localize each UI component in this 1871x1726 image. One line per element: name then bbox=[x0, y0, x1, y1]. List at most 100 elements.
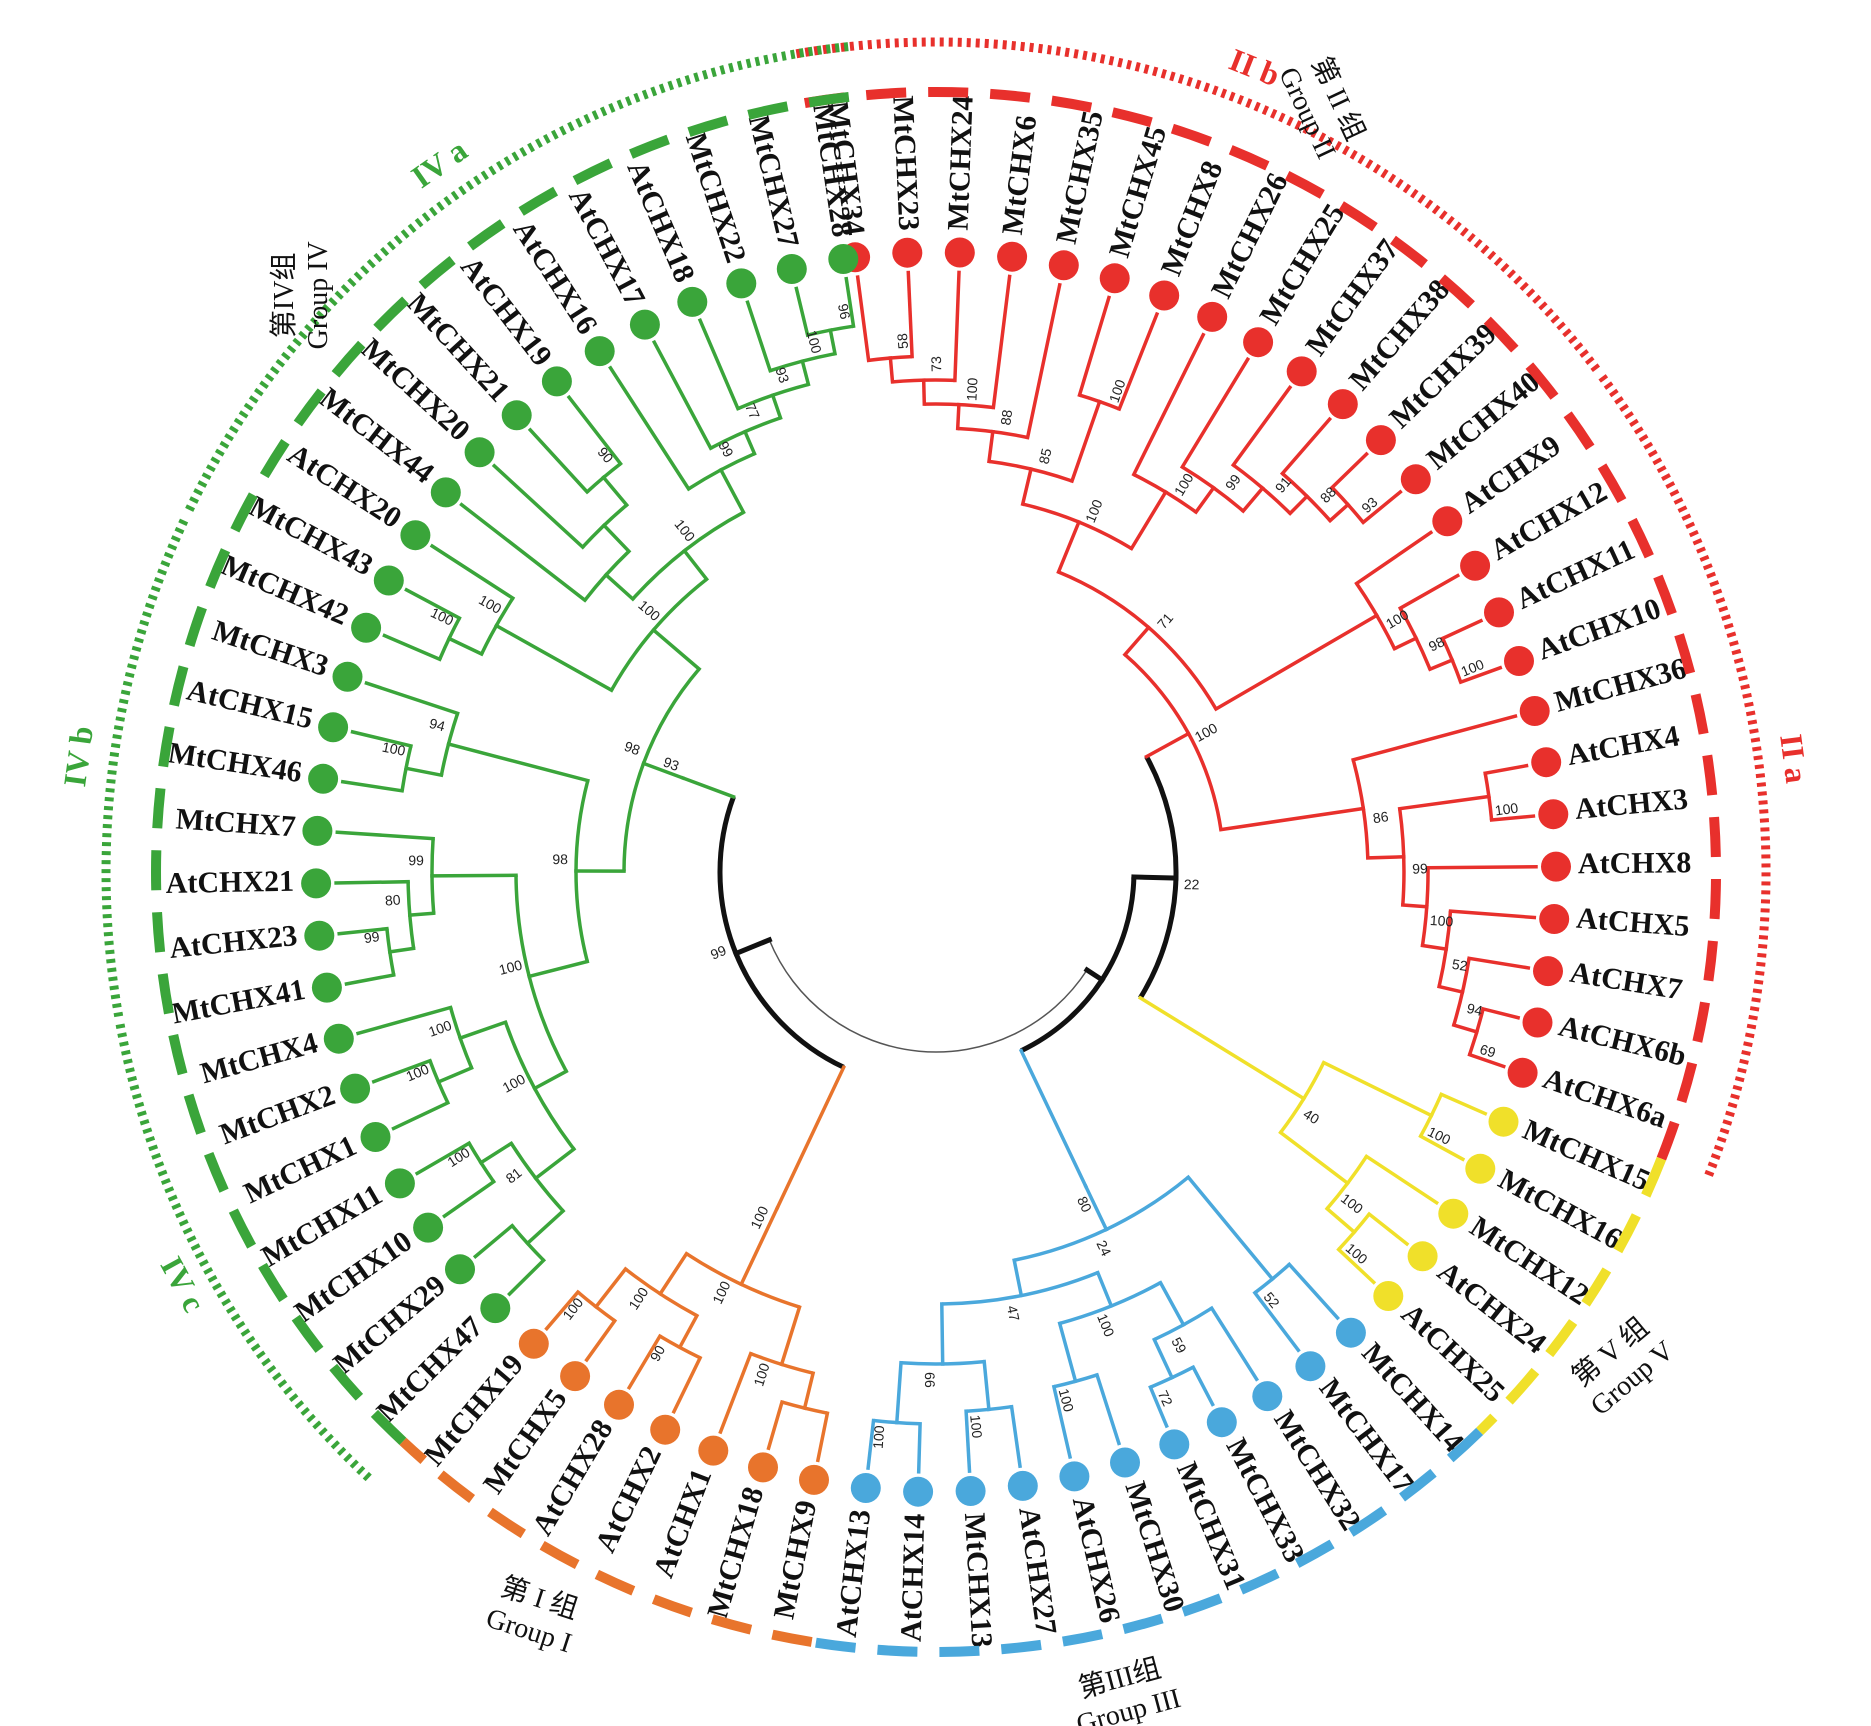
branch-line bbox=[1131, 874, 1179, 881]
leaf-label: MtCHX36 bbox=[1551, 652, 1690, 719]
bootstrap-value: 22 bbox=[1184, 876, 1200, 892]
bootstrap-value: 81 bbox=[503, 1164, 525, 1186]
branch-line bbox=[337, 926, 389, 936]
leaf-dot bbox=[650, 1414, 681, 1445]
bootstrap-value: 100 bbox=[404, 1061, 432, 1085]
branch-line bbox=[1056, 519, 1082, 575]
branch-line bbox=[1286, 1261, 1340, 1321]
leaf-dot bbox=[501, 400, 532, 431]
branch-line bbox=[1397, 573, 1461, 611]
branch-line bbox=[1083, 966, 1106, 984]
branch-line bbox=[493, 623, 614, 693]
leaf-dot bbox=[955, 1476, 986, 1506]
leaf-dot bbox=[1407, 1241, 1438, 1272]
branch-line bbox=[1360, 489, 1403, 525]
leaf-dot bbox=[799, 1464, 829, 1495]
leaf-label: AtCHX1 bbox=[647, 1464, 719, 1582]
leaf-dot bbox=[1519, 696, 1550, 726]
branch-line bbox=[828, 328, 838, 356]
branch-line bbox=[866, 1418, 876, 1471]
leaf-label: AtCHX8 bbox=[1578, 846, 1692, 880]
leaf-dot bbox=[1159, 1429, 1190, 1460]
leaf-dot bbox=[1522, 1007, 1553, 1038]
bootstrap-value: 100 bbox=[428, 604, 456, 629]
bootstrap-value: 100 bbox=[559, 1294, 586, 1322]
branch-line bbox=[680, 775, 736, 800]
leaf-dot bbox=[1243, 327, 1274, 358]
leaf-dot bbox=[1295, 1351, 1326, 1382]
branch-line bbox=[964, 1409, 972, 1473]
branch-line bbox=[1480, 1006, 1521, 1020]
branch-line bbox=[794, 286, 810, 338]
bootstrap-value: 58 bbox=[894, 332, 911, 349]
branch-line bbox=[478, 1140, 514, 1166]
branch-line bbox=[1324, 1206, 1357, 1235]
clade-arcs: II b II a IV c IV b IV a bbox=[56, 37, 1815, 1657]
leaf-dot bbox=[360, 1122, 391, 1152]
leaf-dot bbox=[1538, 799, 1569, 830]
leaf-label: AtCHX14 bbox=[895, 1513, 932, 1642]
leaf-dot bbox=[518, 1328, 549, 1359]
branch-line bbox=[1467, 1052, 1506, 1069]
branch-line bbox=[1158, 1280, 1186, 1328]
leaf-dot bbox=[464, 437, 495, 468]
bootstrap-value: 99 bbox=[363, 928, 381, 946]
leaf-dot bbox=[1531, 747, 1562, 778]
leaf-dot bbox=[1460, 550, 1491, 581]
leaf-dot bbox=[1432, 506, 1463, 537]
leaf-dot bbox=[1365, 425, 1396, 456]
branch-line bbox=[738, 1205, 780, 1287]
branch-line bbox=[1354, 530, 1434, 586]
bootstrap-value: 99 bbox=[1222, 471, 1244, 493]
group-label-zh: 第IV组 bbox=[268, 253, 300, 339]
arc-IVb-label: IV b bbox=[56, 724, 100, 789]
branch-line bbox=[779, 1304, 802, 1367]
leaf-dot bbox=[903, 1476, 934, 1507]
branch-line bbox=[1018, 1048, 1089, 1189]
leaf-label: MtCHX3 bbox=[208, 614, 332, 683]
leaf-dot bbox=[302, 815, 333, 846]
branch-line bbox=[1278, 1130, 1351, 1186]
branch-line bbox=[335, 830, 435, 841]
leaf-label: MtCHX41 bbox=[169, 973, 308, 1031]
branch-line bbox=[651, 339, 714, 451]
leaf-dot bbox=[340, 1073, 371, 1104]
leaf-dot bbox=[308, 763, 339, 794]
branch-line bbox=[1321, 1060, 1434, 1118]
bootstrap-value: 100 bbox=[1094, 1311, 1118, 1339]
branch-line bbox=[1400, 903, 1429, 909]
leaf-dot bbox=[413, 1212, 444, 1243]
branch-line bbox=[1327, 502, 1351, 524]
branch-line bbox=[1144, 731, 1191, 759]
bootstrap-value: 100 bbox=[1056, 1387, 1078, 1414]
leaf-dot bbox=[1504, 646, 1534, 676]
branch-line bbox=[1179, 356, 1251, 470]
leaf-dot bbox=[311, 972, 342, 1003]
branch-arc bbox=[717, 795, 845, 1070]
bootstrap-value: 100 bbox=[476, 591, 504, 616]
branch-line bbox=[1483, 763, 1529, 776]
leaf-label: AtCHX4 bbox=[1565, 719, 1682, 772]
branch-line bbox=[364, 680, 460, 716]
branch-line bbox=[446, 636, 484, 657]
branch-line bbox=[340, 779, 405, 793]
branch-line bbox=[334, 879, 410, 885]
arc-IVb bbox=[101, 514, 191, 1018]
branch-line bbox=[507, 1257, 547, 1297]
branch-line bbox=[525, 1208, 566, 1246]
branch-line bbox=[1012, 1258, 1024, 1298]
branch-line bbox=[1392, 635, 1419, 652]
branch-line bbox=[774, 1064, 847, 1211]
leaf-label: AtCHX6a bbox=[1539, 1062, 1671, 1135]
leaf-dot bbox=[1110, 1447, 1140, 1478]
leaf-dot bbox=[541, 366, 572, 397]
leaf-label: AtCHX3 bbox=[1573, 783, 1689, 826]
branch-line bbox=[955, 402, 961, 431]
bootstrap-value: 100 bbox=[625, 1284, 651, 1312]
leaf-label: AtCHX23 bbox=[168, 919, 299, 965]
branch-line bbox=[584, 1318, 618, 1363]
branch-line bbox=[1365, 854, 1406, 860]
bootstrap-value: 91 bbox=[1272, 473, 1294, 495]
branch-line bbox=[1366, 1211, 1410, 1247]
